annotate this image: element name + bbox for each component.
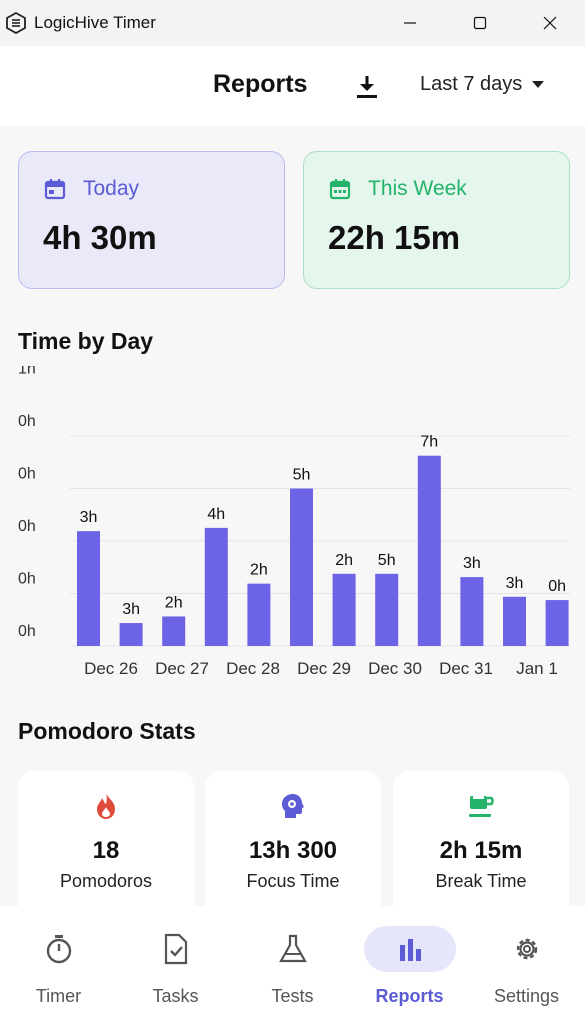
stopwatch-icon xyxy=(46,935,71,964)
y-tick-label: 0h xyxy=(18,466,36,483)
app-logo-icon xyxy=(5,12,27,34)
chart-bar xyxy=(503,596,526,646)
time-by-day-chart: 1h 0h 0h 0h 0h 0h 3h 3h 2h 4h 2h 5h 2h 5h 7h 3h 3h 0h Dec … xyxy=(18,366,570,678)
download-button[interactable] xyxy=(352,72,382,102)
chart-bar xyxy=(417,455,441,646)
pomodoro-stats-title: Pomodoro Stats xyxy=(18,718,196,744)
nav-label-timer: Timer xyxy=(35,986,82,1006)
x-tick-label: Dec 29 xyxy=(297,659,351,678)
bar-data-label: 3h xyxy=(80,509,98,526)
maximize-button[interactable] xyxy=(445,0,515,46)
chart-bar xyxy=(375,573,399,646)
chart-bar xyxy=(162,616,186,646)
bar-data-label: 3h xyxy=(506,575,524,592)
close-icon xyxy=(543,16,557,30)
y-tick-label: 0h xyxy=(18,571,36,588)
pomodoros-stat-card: 18 Pomodoros xyxy=(18,771,194,906)
flame-icon xyxy=(91,791,121,821)
date-range-value: Last 7 days xyxy=(420,73,523,95)
focus-time-value: 13h 300 xyxy=(248,837,338,864)
y-tick-label: 0h xyxy=(18,413,36,430)
download-icon xyxy=(357,76,377,98)
week-summary-card: This Week 22h 15m xyxy=(303,151,570,289)
time-by-day-title: Time by Day xyxy=(18,328,154,354)
flask-icon xyxy=(278,934,307,963)
chart-bar xyxy=(545,600,569,646)
nav-item-reports[interactable]: Reports xyxy=(355,906,465,1024)
bar-data-label: 7h xyxy=(420,434,438,451)
bar-data-label: 4h xyxy=(207,506,225,523)
bar-data-label: 5h xyxy=(293,467,311,484)
nav-label-tasks: Tasks xyxy=(152,986,199,1006)
date-range-dropdown[interactable]: Last 7 days xyxy=(420,73,545,96)
break-time-value: 2h 15m xyxy=(439,837,523,864)
nav-label-settings: Settings xyxy=(493,986,560,1006)
chart-bar xyxy=(290,488,313,646)
page-title: Reports xyxy=(213,70,308,98)
bar-data-label: 3h xyxy=(122,601,140,618)
chart-bar xyxy=(332,573,356,646)
minimize-button[interactable] xyxy=(375,0,445,46)
nav-item-timer[interactable]: Timer xyxy=(4,906,114,1024)
break-time-label: Break Time xyxy=(435,871,527,891)
week-label: This Week xyxy=(368,177,467,200)
week-value: 22h 15m xyxy=(328,219,461,256)
today-summary-card: Today 4h 30m xyxy=(18,151,285,289)
nav-item-tests[interactable]: Tests xyxy=(238,906,348,1024)
reports-header: Reports Last 7 days xyxy=(0,46,585,126)
x-tick-label: Dec 31 xyxy=(439,659,493,678)
chart-bar xyxy=(247,583,271,646)
close-button[interactable] xyxy=(515,0,585,46)
y-tick-label: 0h xyxy=(18,518,36,535)
x-tick-label: Dec 30 xyxy=(368,659,422,678)
bar-data-label: 0h xyxy=(548,578,566,595)
x-tick-label: Dec 26 xyxy=(84,659,138,678)
chevron-down-icon xyxy=(532,81,545,88)
brain-gear-icon xyxy=(278,791,308,821)
nav-item-settings[interactable]: Settings xyxy=(472,906,582,1024)
focus-time-label: Focus Time xyxy=(246,871,340,891)
clipboard-check-icon xyxy=(164,933,187,965)
today-value: 4h 30m xyxy=(43,219,157,256)
break-time-stat-card: 2h 15m Break Time xyxy=(393,771,569,906)
bar-chart-icon xyxy=(399,939,421,961)
calendar-icon xyxy=(43,177,67,201)
chart-bar xyxy=(460,577,484,646)
minimize-icon xyxy=(404,22,416,24)
nav-label-tests: Tests xyxy=(271,986,314,1006)
pomodoros-value: 18 xyxy=(92,837,120,864)
title-bar: LogicHive Timer xyxy=(0,0,585,46)
chart-bar xyxy=(77,531,100,646)
nav-item-tasks[interactable]: Tasks xyxy=(121,906,231,1024)
maximize-icon xyxy=(473,16,487,30)
calendar-week-icon xyxy=(328,177,352,201)
focus-time-stat-card: 13h 300 Focus Time xyxy=(205,771,381,906)
chart-bar xyxy=(119,623,143,646)
bar-data-label: 5h xyxy=(378,552,396,569)
bar-data-label: 3h xyxy=(463,555,481,572)
x-tick-label: Dec 27 xyxy=(155,659,209,678)
pomodoros-label: Pomodoros xyxy=(59,871,153,891)
coffee-cup-icon xyxy=(466,791,496,821)
bar-data-label: 2h xyxy=(335,552,353,569)
bottom-nav: Timer Tasks Tests Reports Settings xyxy=(0,906,585,1024)
reports-content[interactable]: Today 4h 30m This Week 22h 15m Time by D… xyxy=(0,126,585,906)
x-tick-label: Jan 1 xyxy=(516,659,558,678)
bar-data-label: 2h xyxy=(250,562,268,579)
today-label: Today xyxy=(83,177,140,200)
bar-data-label: 2h xyxy=(165,594,183,611)
app-title: LogicHive Timer xyxy=(34,13,156,32)
gear-icon xyxy=(516,938,537,960)
x-tick-label: Dec 28 xyxy=(226,659,280,678)
nav-label-reports: Reports xyxy=(375,986,444,1006)
y-tick-label: 1h xyxy=(18,366,36,378)
chart-bar xyxy=(204,527,228,646)
y-tick-label: 0h xyxy=(18,623,36,640)
